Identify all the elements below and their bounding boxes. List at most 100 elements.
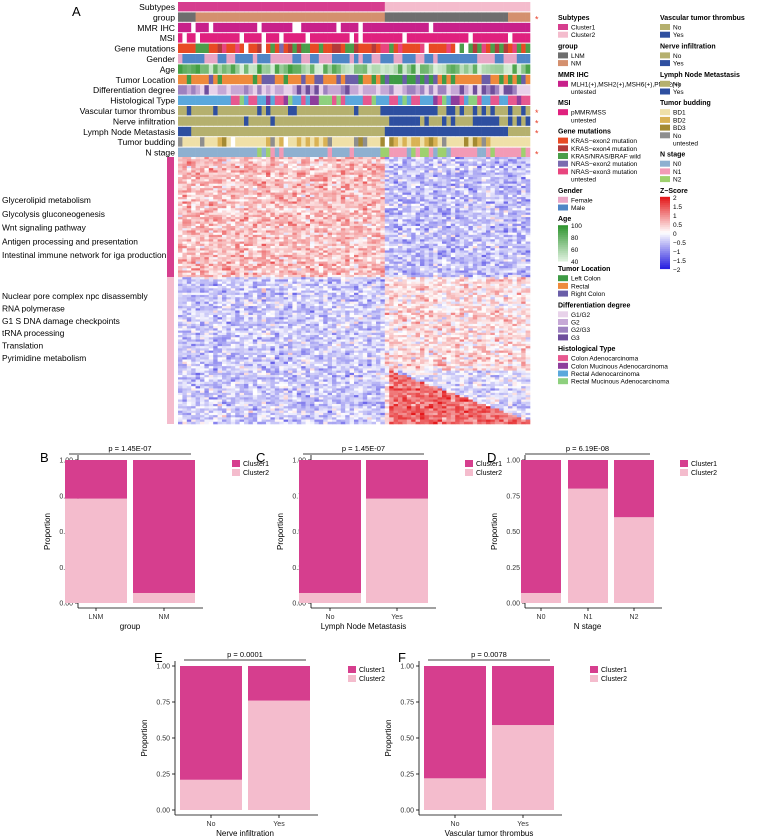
heatmap-cell (283, 214, 289, 218)
heatmap-cell (252, 225, 258, 229)
heatmap-cell (274, 177, 280, 180)
track-cell (521, 43, 526, 53)
heatmap-cell (384, 163, 390, 167)
heatmap-cell (367, 237, 372, 240)
heatmap-cell (384, 194, 390, 198)
heatmap-cell (481, 194, 487, 198)
heatmap-cell (191, 181, 196, 184)
heatmap-cell (371, 203, 377, 207)
heatmap-cell (261, 225, 267, 229)
heatmap-cell (362, 225, 368, 229)
heatmap-cell (349, 232, 355, 236)
heatmap-cell (512, 243, 518, 247)
track-cell (380, 106, 386, 116)
heatmap-cell (389, 177, 394, 180)
heatmap-cell (235, 165, 240, 169)
heatmap-cell (178, 219, 183, 222)
track-cell (477, 43, 482, 53)
heatmap-cell (217, 212, 223, 216)
heatmap-cell (450, 168, 456, 171)
heatmap-cell (464, 174, 469, 178)
track-cell (208, 64, 214, 74)
heatmap-cell (516, 230, 522, 233)
track-cell (411, 33, 416, 43)
heatmap-cell (477, 208, 482, 211)
heatmap-cell (459, 168, 465, 171)
heatmap-cell (358, 172, 364, 176)
heatmap-cell (252, 192, 258, 196)
heatmap-cell (525, 248, 531, 251)
track-cell (314, 126, 320, 137)
heatmap-cell (455, 165, 460, 169)
track-cell (437, 137, 443, 147)
heatmap-cell (248, 165, 254, 169)
heatmap-cell (314, 221, 320, 225)
heatmap-cell (450, 250, 456, 253)
track-cell (499, 137, 504, 147)
heatmap-cell (279, 203, 284, 207)
heatmap-cell (358, 257, 364, 260)
track-cell (371, 137, 377, 147)
heatmap-cell (406, 201, 412, 205)
heatmap-cell (424, 201, 430, 205)
heatmap-cell (358, 252, 364, 256)
heatmap-cell (367, 163, 372, 167)
heatmap-cell (222, 214, 227, 218)
heatmap-cell (310, 259, 315, 262)
track-cell (450, 74, 456, 85)
heatmap-cell (376, 239, 381, 242)
heatmap-cell (459, 237, 465, 240)
heatmap-cell (213, 225, 218, 229)
heatmap-cell (477, 221, 482, 225)
heatmap-cell (371, 161, 377, 164)
heatmap-cell (442, 188, 447, 191)
heatmap-cell (499, 188, 504, 191)
heatmap-cell (472, 170, 478, 173)
heatmap-cell (310, 185, 315, 189)
heatmap-cell (266, 225, 271, 229)
heatmap-cell (292, 217, 298, 220)
heatmap-cell (349, 179, 355, 182)
heatmap-cell (512, 159, 518, 162)
track-cell (266, 137, 271, 147)
heatmap-cell (494, 239, 500, 242)
track-cell (340, 2, 346, 12)
track-cell (182, 126, 188, 137)
heatmap-cell (279, 197, 284, 200)
heatmap-cell (186, 208, 192, 211)
track-cell (244, 95, 249, 105)
track-cell (472, 95, 478, 105)
track-cell (200, 12, 205, 22)
heatmap-cell (494, 252, 500, 256)
heatmap-cell (182, 183, 188, 187)
heatmap-cell (389, 190, 394, 193)
heatmap-cell (406, 177, 412, 180)
heatmap-cell (200, 197, 205, 200)
heatmap-cell (217, 163, 223, 167)
heatmap-cell (367, 230, 372, 233)
heatmap-cell (323, 257, 328, 260)
track-cell (239, 95, 245, 105)
heatmap-cell (182, 205, 188, 209)
heatmap-cell (336, 172, 342, 176)
heatmap-cell (402, 168, 408, 171)
heatmap-cell (450, 190, 456, 193)
track-cell (512, 137, 518, 147)
track-cell (358, 106, 364, 116)
track-cell (213, 85, 218, 95)
heatmap-cell (318, 208, 324, 211)
heatmap-cell (486, 194, 491, 198)
heatmap-cell (406, 223, 412, 227)
track-cell (213, 74, 218, 85)
track-cell (442, 106, 447, 116)
heatmap-cell (279, 248, 284, 251)
track-cell (424, 137, 430, 147)
heatmap-cell (525, 241, 531, 245)
heatmap-cell (274, 170, 280, 173)
heatmap-cell (244, 230, 249, 233)
track-cell (200, 33, 205, 43)
heatmap-cell (345, 185, 350, 189)
track-cell (336, 106, 342, 116)
track-cell (336, 147, 342, 157)
heatmap-cell (521, 250, 526, 253)
